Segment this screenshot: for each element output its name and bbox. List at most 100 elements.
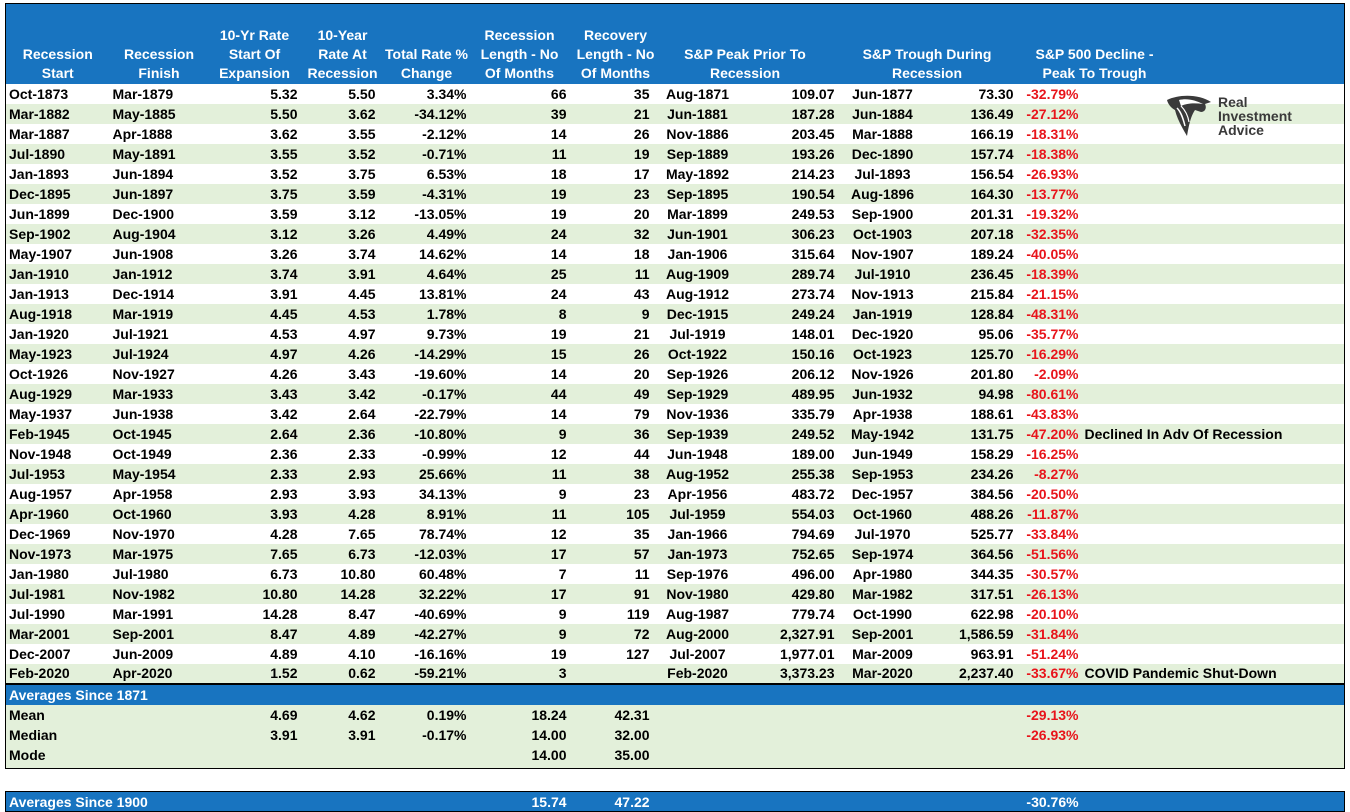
cell-rate-change: 60.48% [419, 565, 467, 582]
table-row: Jan-1913 Dec-1914 3.91 4.45 13.81% 24 43 Aug-19… [5, 283, 1345, 304]
cell-recession-start: Dec-2007 [9, 645, 71, 662]
cell-rate-recession: 3.59 [348, 185, 376, 202]
cell-rate-start: 3.55 [270, 145, 298, 162]
cell-rate-recession: 4.53 [348, 305, 376, 322]
cell-sp-decline: -33.67% [1026, 665, 1079, 682]
cell-sp-peak-date: Jan-1906 [667, 245, 728, 262]
cell-note [1082, 264, 1345, 284]
header-recession-start: Recession Start [5, 3, 110, 84]
cell-recession-finish: Aug-1904 [112, 225, 176, 242]
cell-recession-start: Aug-1918 [9, 305, 73, 322]
cell-rate-recession: 7.65 [348, 525, 376, 542]
cell-sp-decline: -32.79% [1026, 85, 1079, 102]
cell-rate-start: 14.28 [262, 605, 298, 622]
cell-recession-length: 12 [550, 445, 567, 462]
logo-line-2: Investment [1218, 108, 1292, 124]
recession-rows: Oct-1873 Mar-1879 5.32 5.50 3.34% 66 35 Aug-187… [5, 83, 1345, 684]
cell-rate-recession: 4.97 [348, 325, 376, 342]
cell-rate-recession: 3.93 [348, 485, 376, 502]
cell-rate-recession: 3.75 [348, 165, 376, 182]
cell-recession-length: 24 [550, 225, 567, 242]
cell-sp-peak-value: 794.69 [791, 525, 835, 542]
cell-rate-change: -40.69% [414, 605, 467, 622]
cell-note [1082, 484, 1345, 504]
cell-recovery-length: 79 [633, 405, 650, 422]
cell-sp-peak-date: Jun-1948 [667, 445, 728, 462]
cell-recovery-length: 26 [633, 345, 650, 362]
cell-recession-finish: May-1891 [112, 145, 176, 162]
cell-recovery-length: 11 [634, 565, 650, 582]
cell-note [1082, 624, 1345, 644]
table-row: Nov-1973 Mar-1975 7.65 6.73 -12.03% 17 57 Jan-1… [5, 543, 1345, 564]
cell-sp-decline: -18.38% [1026, 145, 1079, 162]
cell-note [1082, 324, 1345, 344]
cell-recovery-length: 57 [633, 545, 650, 562]
cell-note [1082, 444, 1345, 464]
cell-sp-peak-date: Sep-1976 [666, 565, 729, 582]
cell-rate-change: 9.73% [426, 325, 467, 342]
cell-rate-recession: 4.10 [348, 645, 376, 662]
cell-recovery-length: 127 [626, 645, 650, 662]
cell-sp-decline: -31.84% [1026, 625, 1079, 642]
cell-recession-length: 66 [550, 85, 567, 102]
cell-recovery-length: 20 [633, 365, 650, 382]
cell-rate-change: -34.12% [414, 105, 467, 122]
cell-sp-peak-value: 554.03 [791, 505, 835, 522]
cell-rate-change: 78.74% [419, 525, 467, 542]
cell-sp-trough-date: Nov-1926 [851, 365, 914, 382]
table-row: Jul-1981 Nov-1982 10.80 14.28 32.22% 17 91 Nov-… [5, 583, 1345, 604]
cell-rate-start: 7.65 [270, 545, 298, 562]
header-recession-length: Recession Length - No Of Months [469, 3, 570, 84]
cell-sp-trough-date: Jan-1919 [852, 305, 913, 322]
avg-cell-label: Mode [9, 746, 46, 763]
cell-rate-recession: 2.36 [348, 425, 376, 442]
cell-note [1082, 524, 1345, 544]
cell-recession-start: Nov-1973 [9, 545, 72, 562]
avg-cell-recession-length: 14.00 [531, 746, 567, 763]
cell-note [1082, 364, 1345, 384]
cell-sp-peak-date: Nov-1936 [666, 405, 729, 422]
cell-note [1082, 604, 1345, 624]
cell-sp-peak-date: Jun-1881 [667, 105, 728, 122]
cell-recession-finish: Jan-1912 [112, 265, 173, 282]
cell-note [1082, 344, 1345, 364]
cell-rate-change: -19.60% [414, 365, 467, 382]
avg-cell-label: Mean [9, 706, 45, 723]
cell-recovery-length: 23 [633, 485, 650, 502]
cell-sp-trough-value: 125.70 [970, 345, 1014, 362]
cell-sp-peak-value: 315.64 [791, 245, 835, 262]
cell-sp-trough-value: 189.24 [970, 245, 1014, 262]
table-row: Aug-1957 Apr-1958 2.93 3.93 34.13% 9 23 Apr-195… [5, 483, 1345, 504]
cell-recession-finish: Nov-1927 [112, 365, 175, 382]
cell-rate-start: 5.32 [270, 85, 298, 102]
avg-cell-rate-start: 3.91 [270, 726, 298, 743]
avg-cell-b3 [838, 705, 928, 725]
cell-sp-decline: -47.20% [1026, 425, 1079, 442]
cell-rate-recession: 0.62 [348, 665, 376, 682]
cell-recession-finish: May-1954 [112, 465, 176, 482]
cell-recovery-length: 11 [634, 265, 650, 282]
cell-recession-finish: Jun-1938 [112, 405, 174, 422]
avg-cell-rate-recession [301, 745, 379, 765]
cell-recovery-length: 9 [641, 305, 650, 322]
cell-sp-decline: -26.13% [1026, 585, 1079, 602]
cell-sp-decline: -18.39% [1026, 265, 1079, 282]
cell-sp-trough-date: Mar-1982 [852, 585, 913, 602]
cell-recession-finish: Jun-1908 [112, 245, 174, 262]
cell-note: Declined In Adv Of Recession [1084, 425, 1283, 442]
cell-rate-recession: 4.28 [348, 505, 376, 522]
avg-cell-blank [110, 725, 209, 745]
table-row: Oct-1926 Nov-1927 4.26 3.43 -19.60% 14 20 Sep-1… [5, 363, 1345, 384]
avg-cell-rate-change [379, 745, 470, 765]
cell-rate-start: 1.52 [270, 665, 298, 682]
cell-recession-finish: Oct-1945 [112, 425, 172, 442]
cell-sp-decline: -16.25% [1026, 445, 1079, 462]
cell-recession-finish: Oct-1949 [112, 445, 172, 462]
cell-sp-decline: -20.50% [1026, 485, 1079, 502]
cell-recession-finish: Nov-1970 [112, 525, 175, 542]
cell-recession-finish: Nov-1982 [112, 585, 175, 602]
cell-recovery-length: 32 [633, 225, 650, 242]
averages-1871-title: Averages Since 1871 [9, 686, 148, 703]
cell-recession-finish: Jun-1894 [112, 165, 174, 182]
cell-note [1082, 244, 1345, 264]
